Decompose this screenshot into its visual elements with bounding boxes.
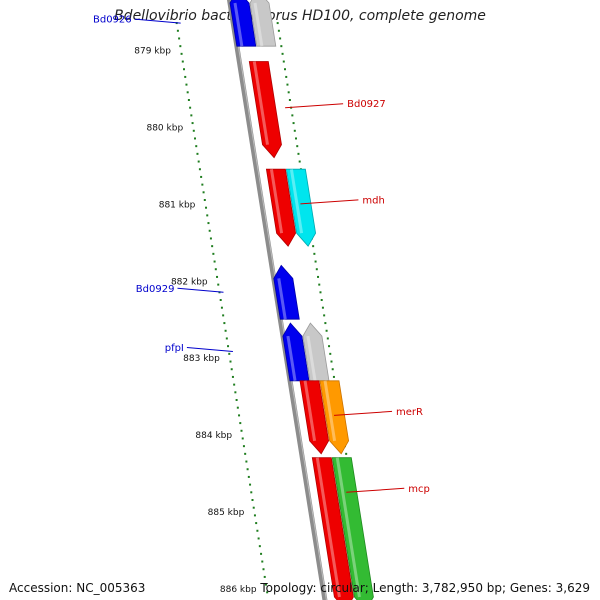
gene-feature-cyan <box>285 168 317 247</box>
scale-label: 879 kbp <box>134 47 171 57</box>
gene-label-leader <box>346 487 405 493</box>
gene-feature-shading <box>233 2 244 47</box>
gene-feature-shading <box>335 457 361 598</box>
gene-feature-blue <box>282 322 310 382</box>
map-footer: Accession: NC_005363 Topology: circular;… <box>0 578 600 600</box>
gene-feature-blue <box>229 0 257 47</box>
gene-feature-shading <box>277 278 287 320</box>
genome-stats-text: Topology: circular; Length: 3,782,950 bp… <box>260 581 590 595</box>
gene-feature-shading <box>252 61 269 145</box>
gene-feature-orange <box>319 380 350 455</box>
gene-feature-shading <box>323 380 337 442</box>
gene-feature-shading <box>286 335 297 382</box>
gene-label: mcp <box>408 484 430 495</box>
accession-text: Accession: NC_005363 <box>9 581 150 595</box>
gene-label: Bd0926 <box>93 15 132 26</box>
gene-label-leader <box>334 410 393 416</box>
gene-feature-red <box>311 457 354 600</box>
gene-label-leader <box>134 18 181 24</box>
gene-label: Bd0927 <box>347 99 386 110</box>
scale-label: 882 kbp <box>171 277 208 287</box>
gene-feature-red <box>248 61 282 159</box>
gene-label: pfpI <box>165 343 184 354</box>
gene-label-leader <box>186 347 233 353</box>
gene-feature-red <box>265 168 297 247</box>
gene-label: merR <box>396 407 423 418</box>
gene-label-leader <box>285 103 344 109</box>
gene-label-leader <box>177 287 224 293</box>
gene-feature-grey <box>302 322 330 382</box>
gene-feature-shading <box>306 335 317 382</box>
scale-label: 885 kbp <box>208 508 245 518</box>
scale-label: 881 kbp <box>159 200 196 210</box>
gene-feature-red <box>299 380 330 455</box>
gene-feature-green <box>331 457 374 600</box>
gene-feature-shading <box>269 168 284 234</box>
scale-label: 884 kbp <box>195 431 232 441</box>
scale-label: 886 kbp <box>220 585 257 595</box>
scale-label: 880 kbp <box>146 123 183 133</box>
gene-label-leader <box>300 199 359 205</box>
scale-label: 883 kbp <box>183 354 220 364</box>
gene-feature-shading <box>289 168 304 234</box>
gene-feature-grey <box>249 0 277 47</box>
gene-label: mdh <box>362 195 384 206</box>
genome-title: Bdellovibrio bacteriovorus HD100, comple… <box>114 8 486 24</box>
gene-feature-blue <box>273 264 300 320</box>
gene-feature-shading <box>253 2 264 47</box>
gene-feature-shading <box>303 380 317 442</box>
gene-feature-shading <box>315 457 341 598</box>
map-layer: 879 kbp 880 kbp 881 kbp 882 kbp 883 kbp 884 k… <box>93 0 430 600</box>
gene-label: Bd0929 <box>136 284 175 295</box>
